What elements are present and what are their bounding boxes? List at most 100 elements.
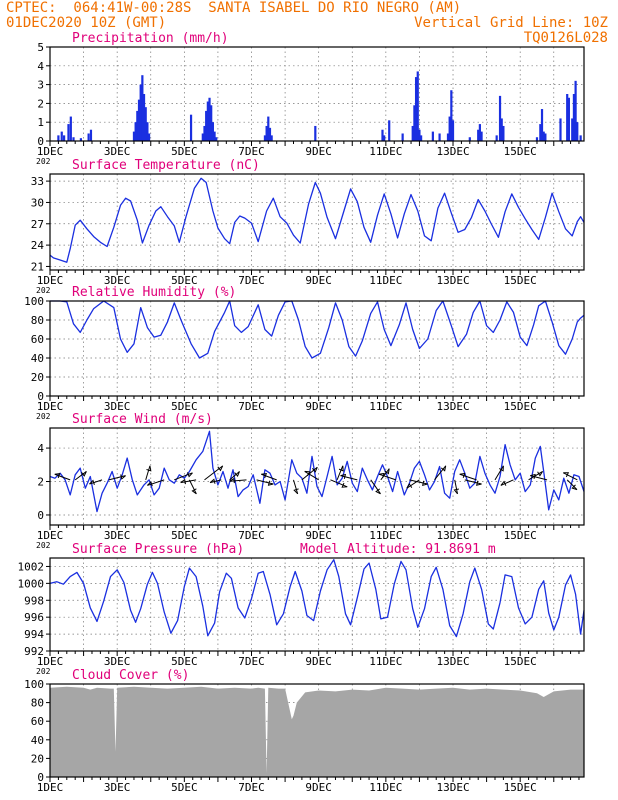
wind-vector [459, 473, 477, 481]
precip-bar [57, 135, 60, 141]
wind-vector-head [453, 488, 459, 495]
precip-bar [478, 124, 481, 141]
x-tick-label: 9DEC [305, 781, 332, 794]
precip-bar [265, 125, 268, 141]
precip-bar [418, 129, 421, 141]
y-tick-label: 33 [31, 175, 44, 188]
wind-vector [464, 479, 482, 485]
header-model: TQ0126L028 [523, 30, 608, 46]
y-tick-label: 60 [31, 715, 44, 728]
panel-title: Precipitation (mm/h) [72, 31, 229, 46]
precip-bar [189, 114, 193, 141]
panel-frame [49, 173, 585, 271]
precip-bar [542, 131, 545, 141]
precip-bar [544, 133, 547, 141]
wind-vector [378, 473, 397, 481]
series-line [49, 559, 585, 638]
wind-vector [566, 479, 578, 490]
x-tick-label: 11DEC [369, 781, 402, 794]
x-tick-label: 1DEC [37, 400, 64, 413]
wind-vector [434, 465, 447, 481]
precip-bar [438, 133, 441, 141]
y-tick-label: 40 [31, 352, 44, 365]
x-tick-label: 5DEC [171, 145, 198, 158]
precip-bar [480, 131, 483, 141]
precip-bar [147, 133, 151, 141]
wind-vector [301, 466, 318, 481]
x-tick-label: 3DEC [104, 781, 131, 794]
precip-bar [431, 131, 434, 141]
precip-bar [139, 84, 142, 141]
wind-vector-head [293, 488, 299, 495]
y-tick-label: 24 [31, 239, 45, 252]
x-tick-label: 13DEC [436, 655, 469, 668]
y-tick-label: 100 [24, 295, 44, 308]
precip-bar [270, 135, 273, 141]
precip-bar [206, 101, 209, 141]
precip-bar [63, 135, 66, 141]
panel-title: Surface Pressure (hPa) [72, 542, 244, 557]
x-tick-label: 9DEC [305, 529, 332, 542]
wind-vector [180, 479, 197, 484]
x-tick-label: 1DEC [37, 145, 64, 158]
precip-bar [60, 131, 63, 141]
precip-bar [414, 77, 418, 141]
x-tick-label: 15DEC [504, 145, 537, 158]
wind-vector-head [191, 488, 197, 495]
wind-vector-head [187, 472, 193, 478]
panel-frame [49, 427, 585, 526]
panel-1: 0 1 2 3 4 5 1DEC 3DEC 5DEC 7DEC 9DEC 11DEC 13DEC 15DE… [36, 31, 585, 166]
precip-bar [208, 97, 211, 141]
y-tick-label: 80 [31, 314, 44, 327]
x-tick-label: 13DEC [436, 781, 469, 794]
header-station: CPTEC: 064:41W-00:28S SANTA ISABEL DO RI… [6, 0, 462, 16]
precip-bar [574, 80, 577, 141]
precip-bar [87, 133, 90, 141]
x-tick-label: 5DEC [171, 655, 198, 668]
wind-vector-head [440, 465, 447, 472]
wind-vector-head [498, 465, 504, 472]
wind-vector [74, 471, 87, 481]
x-tick-label: 11DEC [369, 400, 402, 413]
wind-vector-head [267, 480, 274, 486]
y-tick-label: 27 [31, 218, 44, 231]
x-tick-label: 3DEC [104, 274, 131, 287]
panel-3: 0 20 40 60 80 100 1DEC 3DEC 5DEC 7DEC 9DEC 11DEC 13D… [24, 285, 585, 421]
y-tick-label: 21 [31, 260, 44, 273]
y-tick-label: 2 [37, 476, 44, 489]
x-tick-label: 11DEC [369, 145, 402, 158]
x-tick-label: 13DEC [436, 529, 469, 542]
y-tick-label: 0 [37, 771, 44, 784]
wind-vector-head [340, 473, 347, 480]
y-tick-label: 998 [24, 594, 44, 607]
x-tick-label: 1DEC [37, 781, 64, 794]
y-tick-label: 80 [31, 697, 44, 710]
wind-vector [188, 479, 197, 495]
precip-bar [201, 133, 204, 141]
panel-title: Cloud Cover (%) [72, 668, 189, 683]
precip-bar [141, 75, 144, 141]
precip-bar [210, 105, 213, 141]
precip-bar [67, 124, 70, 141]
x-year-label: 202 [36, 157, 51, 166]
x-tick-label: 7DEC [238, 400, 265, 413]
wind-vector [330, 479, 348, 488]
precip-bar [500, 118, 503, 141]
precip-bar [132, 131, 136, 141]
precip-bar [205, 110, 208, 141]
x-tick-label: 9DEC [305, 655, 332, 668]
y-tick-label: 40 [31, 734, 44, 747]
wind-vector [174, 472, 193, 481]
wind-vector [380, 468, 390, 481]
x-tick-label: 15DEC [504, 781, 537, 794]
wind-vector [256, 479, 274, 485]
wind-vector [304, 471, 319, 481]
wind-vector-head [476, 480, 482, 486]
panel-5: 992 994 996 998 1000 1002 1DEC 3DEC 5DEC 7DEC 9DEC… [18, 542, 585, 676]
wind-vector [229, 479, 247, 482]
wind-vector-head [81, 471, 87, 477]
precip-bar [539, 124, 542, 141]
panel-2: 21 24 27 30 33 1DEC 3DEC 5DEC 7DEC 9DEC 11DEC 13DEC… [31, 158, 585, 295]
precip-bar [450, 90, 453, 141]
